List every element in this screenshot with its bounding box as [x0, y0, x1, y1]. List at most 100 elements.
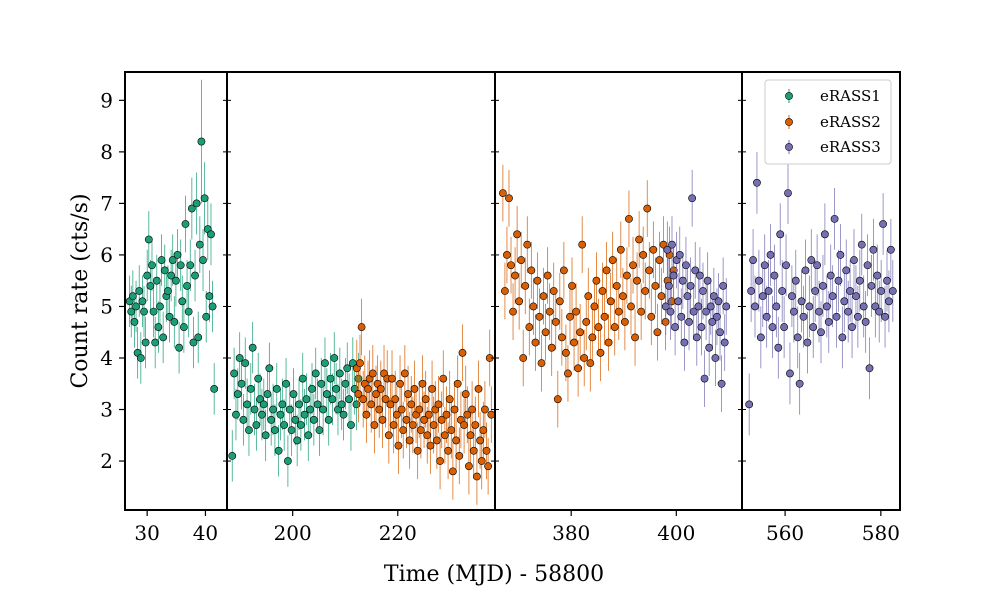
data-point: [766, 251, 775, 259]
data-point: [688, 194, 697, 203]
x-tick-label: 560: [766, 521, 804, 545]
data-point: [867, 281, 876, 290]
data-point: [813, 261, 822, 270]
data-point: [339, 410, 348, 419]
data-point: [195, 240, 204, 249]
x-tick-label: 30: [134, 521, 159, 545]
data-point: [356, 359, 364, 368]
data-point: [770, 271, 779, 280]
data-point: [555, 297, 564, 306]
data-point: [848, 323, 856, 331]
data-point: [396, 379, 404, 388]
data-point: [695, 271, 704, 280]
data-point: [645, 266, 654, 275]
data-point: [173, 251, 182, 259]
data-point: [871, 302, 880, 311]
data-point: [423, 431, 432, 440]
data-point: [404, 390, 412, 398]
data-point: [424, 410, 433, 419]
data-point: [749, 256, 757, 264]
data-point: [170, 318, 179, 326]
data-point: [232, 410, 240, 419]
data-point: [498, 189, 507, 197]
data-point: [189, 338, 198, 347]
data-point: [677, 312, 686, 321]
data-point: [883, 276, 891, 285]
data-point: [313, 400, 322, 409]
data-point: [228, 451, 237, 460]
data-point: [604, 338, 613, 347]
y-tick-label: 2: [100, 449, 113, 473]
data-point: [378, 415, 387, 424]
data-point: [881, 312, 889, 321]
data-point: [791, 276, 800, 285]
data-point: [372, 390, 380, 398]
data-point: [888, 287, 897, 295]
data-point: [844, 307, 853, 316]
data-point: [282, 379, 290, 388]
data-point: [283, 457, 292, 465]
data-point: [805, 302, 814, 311]
data-point: [289, 390, 298, 398]
data-point: [146, 281, 155, 290]
data-point: [700, 374, 709, 383]
data-point: [834, 276, 843, 285]
data-point: [271, 426, 279, 435]
data-point: [663, 245, 672, 254]
data-point: [306, 405, 315, 414]
data-point: [529, 302, 538, 311]
data-point: [639, 251, 648, 259]
data-point: [678, 276, 687, 285]
data-point: [410, 385, 419, 393]
data-point: [527, 266, 536, 275]
data-point: [295, 400, 303, 409]
data-point: [202, 312, 211, 321]
data-point: [768, 323, 777, 331]
data-point: [269, 405, 277, 414]
data-point: [326, 374, 335, 383]
data-point: [347, 421, 355, 429]
data-point: [525, 323, 534, 331]
data-point: [519, 354, 528, 362]
data-point: [886, 245, 895, 254]
data-point: [717, 379, 726, 388]
data-point: [641, 287, 650, 295]
data-point: [252, 421, 261, 429]
data-point: [179, 323, 188, 331]
data-point: [321, 359, 329, 368]
data-point: [865, 364, 874, 373]
data-point: [857, 240, 866, 249]
data-point: [817, 328, 825, 337]
data-point: [745, 400, 754, 409]
data-point: [143, 271, 152, 280]
data-point: [838, 333, 847, 342]
data-point: [669, 271, 678, 280]
errorbars-erass3-panel-3: [665, 169, 727, 413]
data-point: [471, 421, 480, 429]
data-point: [246, 385, 255, 393]
data-point: [505, 194, 513, 203]
data-point: [747, 287, 756, 295]
data-point: [811, 287, 820, 295]
data-point: [165, 312, 174, 321]
data-point: [367, 400, 376, 409]
data-point: [507, 261, 515, 270]
data-point: [875, 307, 884, 316]
data-point: [285, 405, 294, 414]
data-point: [276, 410, 285, 419]
points-erass2-panel-2: [352, 323, 496, 481]
data-point: [407, 400, 416, 409]
data-point: [210, 385, 219, 393]
data-point: [466, 431, 475, 440]
data-point: [877, 287, 886, 295]
data-point: [586, 359, 595, 368]
data-point: [760, 261, 769, 270]
data-point: [184, 307, 193, 316]
data-point: [553, 395, 562, 404]
data-point: [426, 441, 435, 450]
data-point: [278, 400, 287, 409]
data-point: [477, 457, 486, 465]
data-point: [481, 405, 489, 414]
data-point: [317, 379, 326, 388]
data-point: [152, 276, 161, 285]
